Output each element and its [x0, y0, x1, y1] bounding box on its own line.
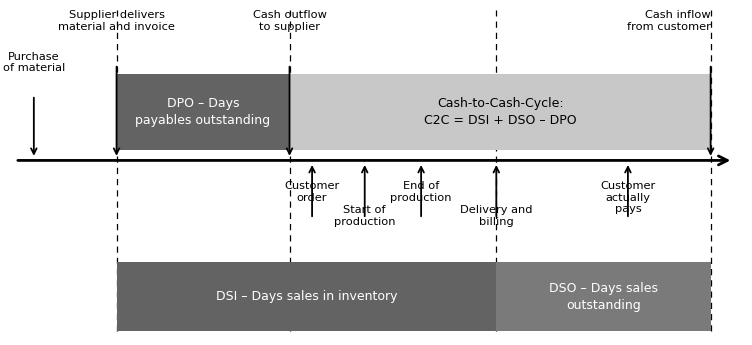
Text: DPO – Days: DPO – Days [167, 97, 239, 110]
Bar [117, 262, 496, 331]
Bar [496, 262, 711, 331]
Text: End of
production: End of production [390, 181, 452, 203]
Text: Delivery and
billing: Delivery and billing [460, 205, 532, 227]
Text: Cash-to-Cash-Cycle:: Cash-to-Cash-Cycle: [437, 97, 563, 110]
Text: DSO – Days sales: DSO – Days sales [549, 282, 658, 295]
Bar [290, 74, 711, 150]
Text: Start of
production: Start of production [334, 205, 396, 227]
Text: Purchase
of material: Purchase of material [3, 52, 65, 73]
Text: Cash inflow
from customer: Cash inflow from customer [626, 10, 711, 32]
Text: Supplier delivers
material and invoice: Supplier delivers material and invoice [58, 10, 175, 32]
Bar [117, 74, 290, 150]
Text: payables outstanding: payables outstanding [135, 114, 271, 127]
Text: Cash outflow
to supplier: Cash outflow to supplier [253, 10, 326, 32]
Text: Customer
order: Customer order [284, 181, 340, 203]
Text: C2C = DSI + DSO – DPO: C2C = DSI + DSO – DPO [424, 114, 576, 127]
Text: Customer
actually
pays: Customer actually pays [600, 181, 656, 214]
Text: outstanding: outstanding [566, 299, 641, 312]
Text: DSI – Days sales in inventory: DSI – Days sales in inventory [216, 290, 397, 303]
